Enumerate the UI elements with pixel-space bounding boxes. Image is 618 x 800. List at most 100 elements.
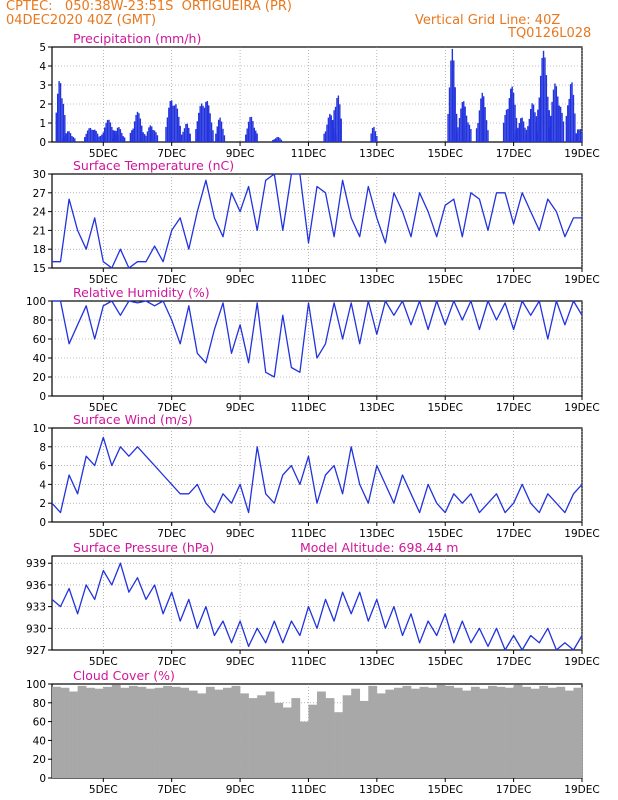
- y-tick-label: 939: [26, 558, 46, 570]
- cloud-bar: [487, 685, 497, 778]
- x-tick-label: 5DEC: [89, 274, 118, 286]
- precip-bar: [223, 135, 226, 142]
- precip-bar: [515, 129, 518, 142]
- x-tick-label: 11DEC: [291, 402, 326, 414]
- x-tick-label: 13DEC: [359, 656, 394, 668]
- precip-bar: [505, 109, 508, 142]
- precip-bar: [132, 128, 134, 142]
- cloud-bar: [376, 693, 386, 778]
- precip-bar: [336, 98, 338, 142]
- precip-bar: [72, 137, 75, 142]
- precip-bar: [521, 117, 523, 142]
- cloud-bar: [539, 685, 549, 778]
- cloud-bar: [291, 698, 301, 778]
- precip-bar: [104, 127, 106, 142]
- precip-bar: [463, 101, 465, 142]
- precip-bar: [200, 103, 203, 142]
- cloud-bar: [445, 685, 455, 778]
- precip-bar: [512, 92, 515, 142]
- y-tick-label: 60: [33, 717, 46, 729]
- precip-bar: [448, 87, 451, 142]
- y-tick-label: 60: [33, 334, 46, 346]
- precip-bar: [208, 105, 210, 142]
- cloud-bar: [462, 690, 472, 778]
- precip-bar: [106, 119, 109, 142]
- precip-bar: [541, 57, 543, 142]
- x-tick-label: 17DEC: [496, 148, 531, 160]
- precip-bar: [170, 100, 173, 142]
- y-tick-label: 24: [33, 207, 47, 219]
- precip-bar: [552, 89, 555, 142]
- cloud-bar: [496, 686, 506, 778]
- precip-bar: [558, 105, 560, 142]
- y-tick-label: 936: [26, 580, 46, 592]
- precip-bar: [374, 131, 377, 142]
- precip-bar: [256, 133, 258, 142]
- precip-bar: [142, 132, 144, 142]
- precip-bar: [565, 115, 568, 142]
- precip-bar: [133, 121, 136, 142]
- cloud-bar: [419, 686, 429, 778]
- precip-bar: [334, 106, 337, 142]
- precip-bar: [514, 132, 516, 142]
- cloud-bar: [154, 687, 164, 778]
- x-tick-label: 17DEC: [496, 402, 531, 414]
- precip-bar: [71, 135, 73, 142]
- cloud-bar: [325, 698, 335, 778]
- cloud-bar: [470, 686, 480, 778]
- precip-bar: [549, 115, 552, 142]
- y-tick-label: 927: [26, 645, 46, 657]
- x-tick-label: 17DEC: [496, 784, 531, 796]
- precip-bar: [450, 60, 452, 142]
- precip-bar: [166, 117, 169, 142]
- precip-bar: [66, 131, 69, 142]
- precip-bar: [532, 104, 535, 142]
- precip-bar: [507, 108, 509, 142]
- precip-bar: [172, 105, 174, 142]
- precip-bar: [528, 118, 530, 142]
- cloud-bar: [513, 684, 523, 778]
- precip-bar: [95, 130, 97, 142]
- series-line: [51, 436, 583, 514]
- precip-bar: [56, 93, 59, 142]
- precip-bar: [141, 125, 143, 142]
- precip-bar: [371, 128, 374, 142]
- y-tick-label: 0: [39, 391, 46, 403]
- precip-bar: [123, 137, 126, 142]
- precip-bar: [330, 115, 332, 142]
- cloud-bar: [197, 693, 207, 778]
- x-tick-label: 13DEC: [359, 402, 394, 414]
- precip-bar: [217, 119, 220, 142]
- x-tick-label: 15DEC: [428, 148, 463, 160]
- precip-bar: [61, 98, 63, 142]
- cloud-bar: [556, 686, 566, 778]
- precip-bar: [276, 137, 278, 142]
- precip-bar: [579, 129, 582, 142]
- precip-bar: [331, 119, 334, 142]
- precip-bar: [470, 128, 472, 142]
- cloud-bar: [282, 707, 292, 778]
- precip-bar: [116, 127, 119, 142]
- precip-bar: [575, 133, 578, 142]
- precip-bar: [109, 122, 112, 142]
- precip-bar: [522, 121, 525, 142]
- precip-bar: [89, 127, 92, 142]
- precip-bar: [465, 115, 468, 142]
- y-tick-label: 15: [33, 263, 46, 275]
- x-tick-label: 5DEC: [89, 528, 118, 540]
- precip-bar: [481, 92, 483, 142]
- cloud-bar: [342, 695, 352, 778]
- cloud-bar: [77, 685, 87, 778]
- cloud-bar: [274, 702, 284, 778]
- panel-frame: [51, 427, 583, 523]
- precip-bar: [511, 86, 513, 142]
- x-tick-label: 5DEC: [89, 402, 118, 414]
- precip-bar: [548, 127, 550, 142]
- panel-title: Relative Humidity (%): [73, 285, 210, 300]
- y-tick-label: 21: [33, 225, 46, 237]
- cloud-bar: [385, 689, 395, 778]
- precip-bar: [115, 130, 117, 142]
- precip-bar: [62, 138, 65, 142]
- precip-bar: [279, 138, 281, 142]
- y-tick-label: 5: [39, 42, 46, 54]
